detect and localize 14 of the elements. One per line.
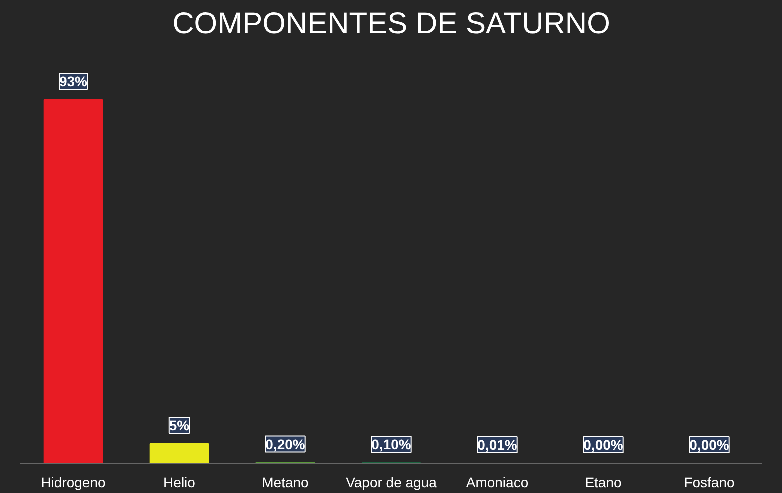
data-label: 0,00% — [690, 437, 730, 454]
data-label: 0,00% — [584, 437, 624, 454]
x-tick-label: Helio — [164, 474, 196, 490]
x-tick-label: Etano — [585, 474, 622, 490]
x-tick-label: Vapor de agua — [346, 474, 438, 490]
x-tick-label: Metano — [262, 474, 310, 490]
x-tick-label: Amoniaco — [466, 474, 529, 490]
x-tick-label: Hidrogeno — [41, 474, 106, 490]
data-label: 0,20% — [266, 436, 306, 452]
data-label: 0,10% — [372, 436, 412, 453]
x-tick-label: Fosfano — [684, 474, 736, 490]
data-label: 93% — [59, 74, 88, 90]
data-label: 0,01% — [478, 437, 518, 454]
chart-title: COMPONENTES DE SATURNO — [172, 8, 610, 40]
